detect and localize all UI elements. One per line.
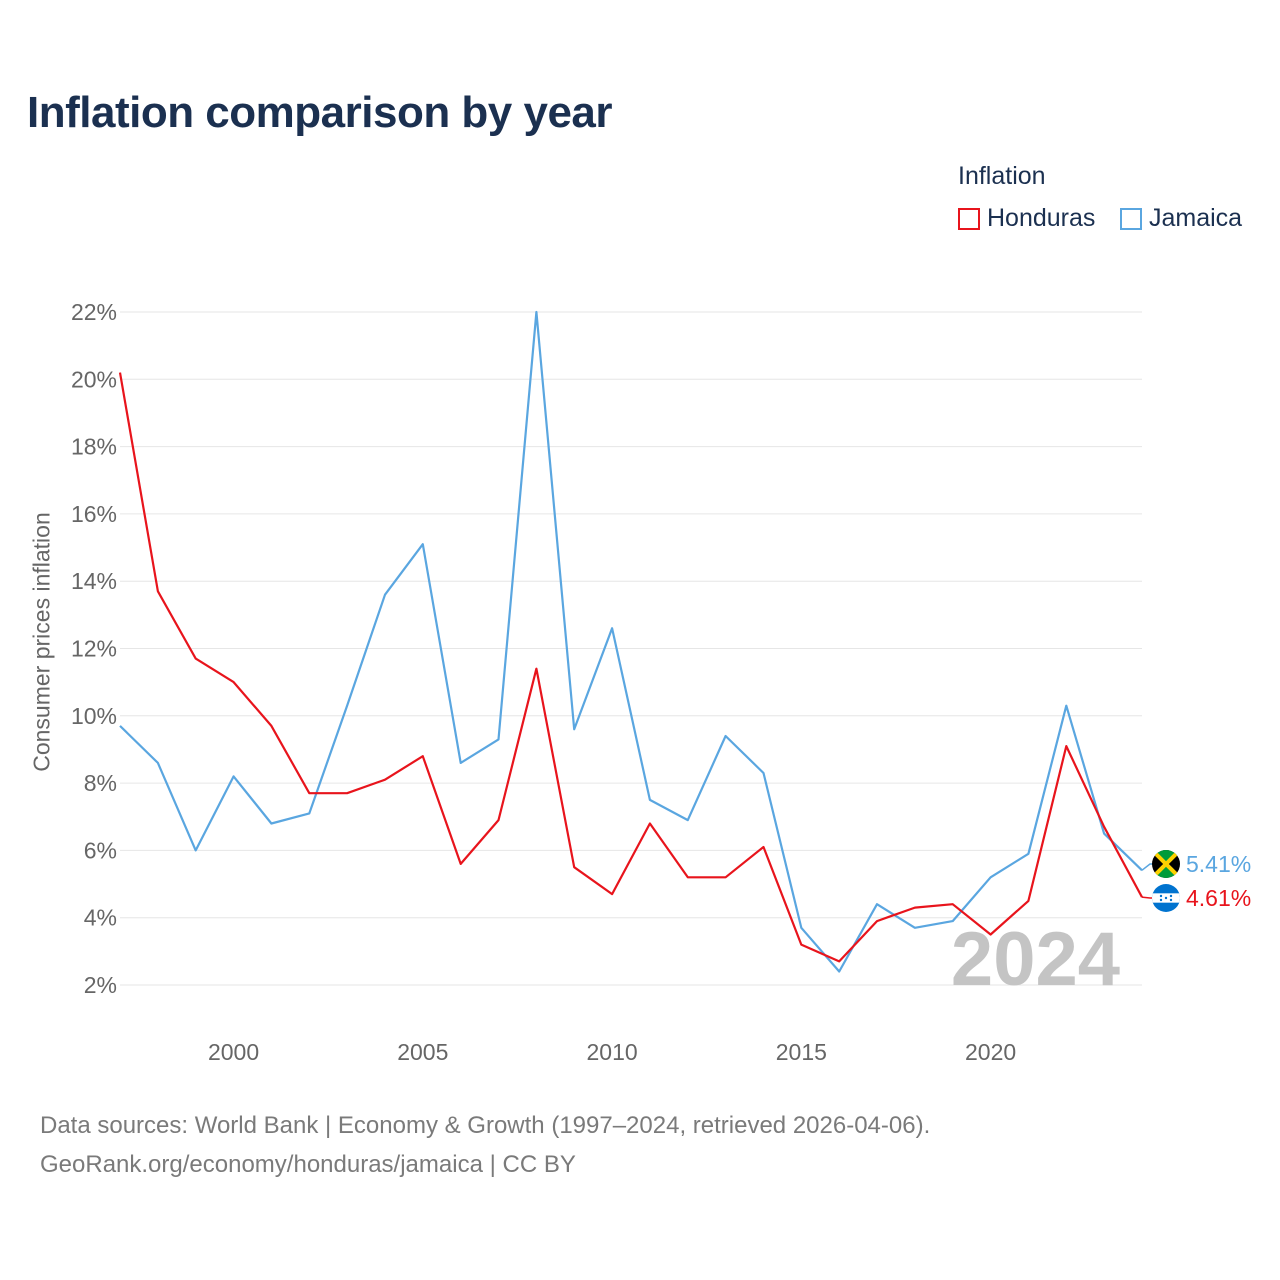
y-tick-label: 18% — [71, 434, 117, 460]
legend-label-jamaica: Jamaica — [1149, 204, 1243, 232]
sources-line-1: Data sources: World Bank | Economy & Gro… — [40, 1112, 931, 1139]
y-tick-label: 20% — [71, 366, 117, 392]
y-tick-label: 2% — [84, 972, 117, 998]
sources-line-2[interactable]: GeoRank.org/economy/honduras/jamaica | C… — [40, 1151, 576, 1178]
data-sources: Data sources: World Bank | Economy & Gro… — [40, 1106, 930, 1184]
honduras-flag-icon — [1152, 884, 1180, 912]
x-tick-label: 2015 — [776, 1039, 827, 1065]
series-line-jamaica — [119, 310, 1143, 973]
y-tick-label: 12% — [71, 636, 117, 662]
y-tick-label: 10% — [71, 703, 117, 729]
end-value-label-honduras: 4.61% — [1186, 885, 1251, 911]
legend-swatch-honduras — [958, 207, 980, 230]
x-tick-label: 2010 — [586, 1039, 637, 1065]
y-tick-label: 6% — [84, 837, 117, 863]
legend-title: Inflation — [958, 162, 1046, 190]
y-tick-label: 8% — [84, 770, 117, 796]
line-chart: 2% 4% 6% 8% 10% 12% 14% 16% 18% 20% 22% 2000 2005 201… — [71, 299, 1251, 1065]
end-value-label-jamaica: 5.41% — [1186, 851, 1251, 877]
x-tick-label: 2005 — [397, 1039, 448, 1065]
y-tick-label: 14% — [71, 568, 117, 594]
x-tick-label: 2000 — [208, 1039, 259, 1065]
current-year-label: 2024 — [951, 917, 1120, 1002]
legend-item-honduras[interactable]: Honduras — [958, 204, 1095, 233]
jamaica-flag-icon — [1152, 850, 1180, 878]
y-tick-label: 4% — [84, 905, 117, 931]
x-tick-label: 2020 — [965, 1039, 1016, 1065]
legend-item-jamaica[interactable]: Jamaica — [1120, 204, 1242, 233]
y-tick-label: 16% — [71, 501, 117, 527]
series-line-honduras — [118, 372, 1143, 963]
legend-swatch-jamaica — [1120, 207, 1142, 230]
y-tick-label: 22% — [71, 299, 117, 325]
page-title: Inflation comparison by year — [27, 88, 613, 137]
legend-label-honduras: Honduras — [987, 204, 1096, 232]
